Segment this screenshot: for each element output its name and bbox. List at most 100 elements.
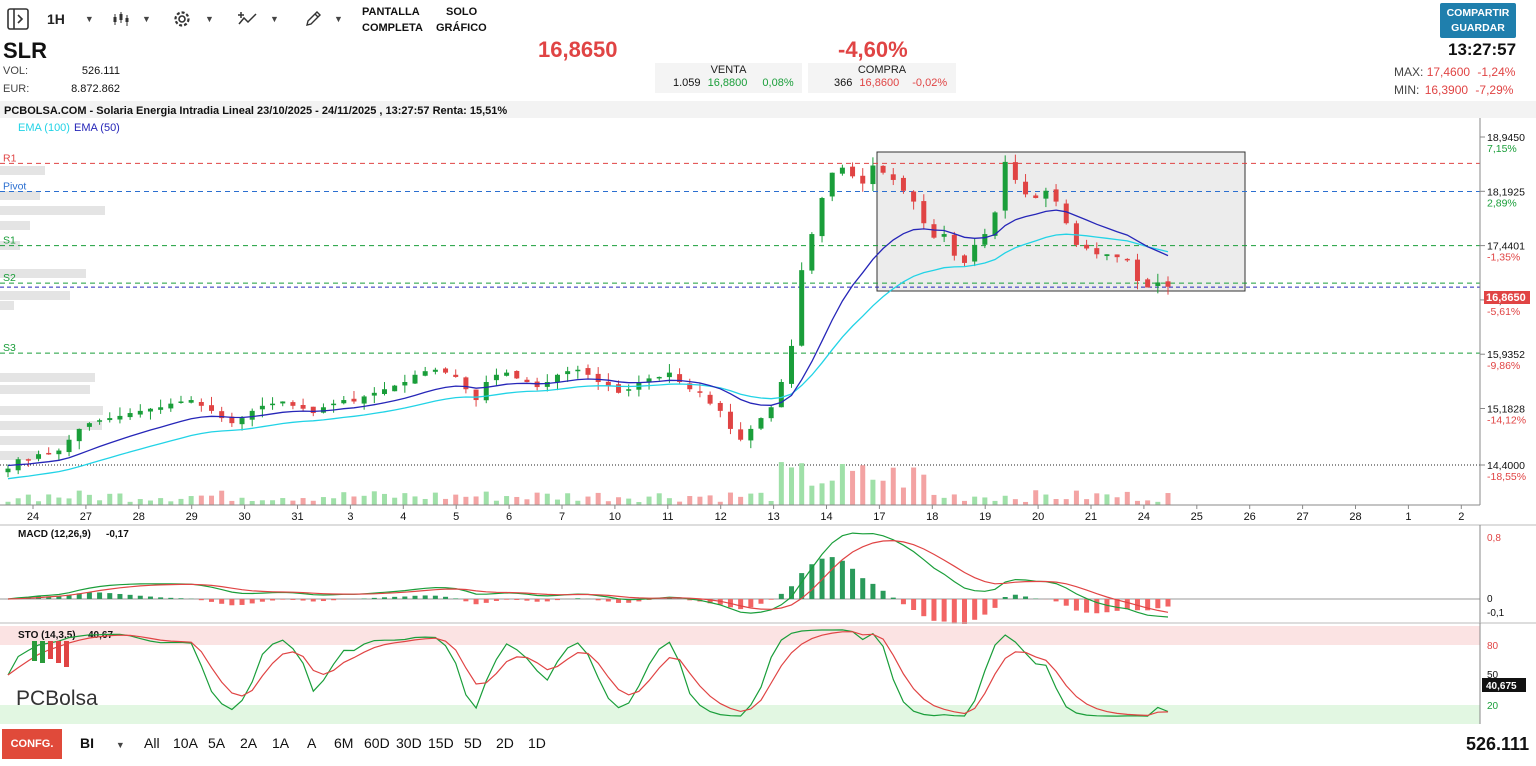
range-10a[interactable]: 10A xyxy=(173,735,198,751)
range-60d[interactable]: 60D xyxy=(364,735,390,751)
macd-histogram-bar xyxy=(636,599,642,602)
chart-only-button[interactable]: SOLO GRÁFICO xyxy=(436,4,487,36)
fullscreen-button[interactable]: PANTALLA COMPLETA xyxy=(362,4,423,36)
macd-histogram-bar xyxy=(504,599,510,600)
candle-body xyxy=(789,345,795,384)
candle-body xyxy=(941,234,947,237)
time-tick-label: 24 xyxy=(27,511,39,523)
volume-bar xyxy=(1073,490,1079,505)
price-tick-label: 17,4401 xyxy=(1487,241,1525,253)
volume-bar xyxy=(656,493,662,505)
macd-histogram-bar xyxy=(239,599,245,605)
volume-bar xyxy=(147,500,153,505)
macd-tick-high: 0,8 xyxy=(1487,533,1501,544)
volume-bar xyxy=(300,498,306,505)
macd-histogram-bar xyxy=(605,599,611,602)
candle-body xyxy=(809,234,815,271)
ticker-symbol: SLR xyxy=(3,38,47,63)
volume-bar xyxy=(809,485,815,505)
timeframe-select[interactable]: 1H ▼ xyxy=(47,6,94,32)
sell-title: VENTA xyxy=(710,64,747,76)
macd-histogram-bar xyxy=(86,592,92,599)
candle-body xyxy=(666,372,672,378)
macd-histogram-bar xyxy=(453,598,459,599)
candles xyxy=(5,154,1171,478)
chevron-down-icon: ▼ xyxy=(334,14,343,24)
range-6m[interactable]: 6M xyxy=(334,735,354,751)
candle-body xyxy=(1012,162,1018,180)
macd-histogram-bar xyxy=(595,599,601,601)
macd-histogram-bar xyxy=(147,596,153,599)
volume-bar xyxy=(565,493,571,505)
volume-bar xyxy=(890,467,896,505)
drawing-tools-select[interactable]: ▼ xyxy=(304,6,343,32)
volume-bar xyxy=(453,494,459,505)
candle-body xyxy=(1002,161,1008,211)
sto-value: 40,67 xyxy=(88,630,113,641)
macd-histogram-bar xyxy=(1114,599,1120,611)
volume-bar xyxy=(1094,493,1100,505)
volume-bar xyxy=(290,500,296,505)
price-tick-label: 14,4000 xyxy=(1487,460,1525,472)
range-5d[interactable]: 5D xyxy=(464,735,482,751)
share-save-button[interactable]: COMPARTIR GUARDAR xyxy=(1440,3,1516,38)
volume-profile-bar xyxy=(0,206,105,215)
volume-bar xyxy=(1104,494,1110,505)
range-all[interactable]: All xyxy=(144,735,160,751)
eur-value: 8.872.862 xyxy=(71,83,120,95)
range-1a[interactable]: 1A xyxy=(272,735,290,751)
candle-body xyxy=(1104,254,1110,257)
max-pct: -1,24% xyxy=(1477,65,1516,79)
time-tick-label: 6 xyxy=(506,511,512,523)
range-30d[interactable]: 30D xyxy=(396,735,422,751)
config-button[interactable]: CONFG. xyxy=(2,729,62,759)
candle-body xyxy=(188,400,194,403)
sidebar-toggle-button[interactable] xyxy=(6,6,30,32)
volume-bar xyxy=(219,490,225,505)
macd-histogram-bar xyxy=(951,599,957,624)
range-1d[interactable]: 1D xyxy=(528,735,546,751)
time-tick-label: 30 xyxy=(238,511,250,523)
mode-select[interactable]: BI ▼ xyxy=(80,735,125,751)
top-toolbar: 1H ▼ ▼ ▼ ▼ ▼ PANTALLA COMPLETA xyxy=(0,0,1536,38)
range-15d[interactable]: 15D xyxy=(428,735,454,751)
macd-histogram-bar xyxy=(554,599,560,601)
range-a[interactable]: A xyxy=(307,735,317,751)
volume-bar xyxy=(188,496,194,505)
candle-body xyxy=(1043,190,1049,199)
macd-histogram-bar xyxy=(290,599,296,600)
candle-body xyxy=(626,389,632,391)
volume-profile-bar xyxy=(0,301,14,310)
volume-bar xyxy=(46,494,52,505)
volume-bar xyxy=(381,493,387,505)
range-2d[interactable]: 2D xyxy=(496,735,514,751)
candle-body xyxy=(86,423,92,427)
price-chart[interactable]: PCBOLSA.COM - Solaria Energia Intradia L… xyxy=(0,101,1536,724)
volume-bar xyxy=(249,501,255,505)
candle-body xyxy=(280,401,286,404)
volume-value: 526.111 xyxy=(81,65,120,77)
price-change: -4,60% xyxy=(838,37,908,62)
macd-histogram-bar xyxy=(463,599,469,602)
candle-body xyxy=(860,175,866,184)
gear-icon xyxy=(174,11,190,27)
candle-body xyxy=(1155,282,1161,286)
volume-bar xyxy=(911,467,917,505)
candle-body xyxy=(961,255,967,263)
macd-histogram-bar xyxy=(219,599,225,604)
range-2a[interactable]: 2A xyxy=(240,735,258,751)
candle-body xyxy=(727,411,733,429)
macd-histogram-bar xyxy=(799,573,805,599)
macd-histogram-bar xyxy=(310,599,316,602)
range-5a[interactable]: 5A xyxy=(208,735,226,751)
chart-type-select[interactable]: ▼ xyxy=(112,6,151,32)
time-tick-label: 17 xyxy=(873,511,885,523)
pivot-lines: R1 Pivot S1 S2 S3 xyxy=(0,152,1480,354)
volume-bar xyxy=(259,500,265,505)
settings-select[interactable]: ▼ xyxy=(171,6,214,32)
candle-body xyxy=(575,369,581,372)
price-tick-pct: -14,12% xyxy=(1487,415,1526,427)
macd-histogram-bar xyxy=(1023,596,1029,599)
volume-bar xyxy=(585,496,591,505)
indicators-select[interactable]: ▼ xyxy=(238,6,279,32)
